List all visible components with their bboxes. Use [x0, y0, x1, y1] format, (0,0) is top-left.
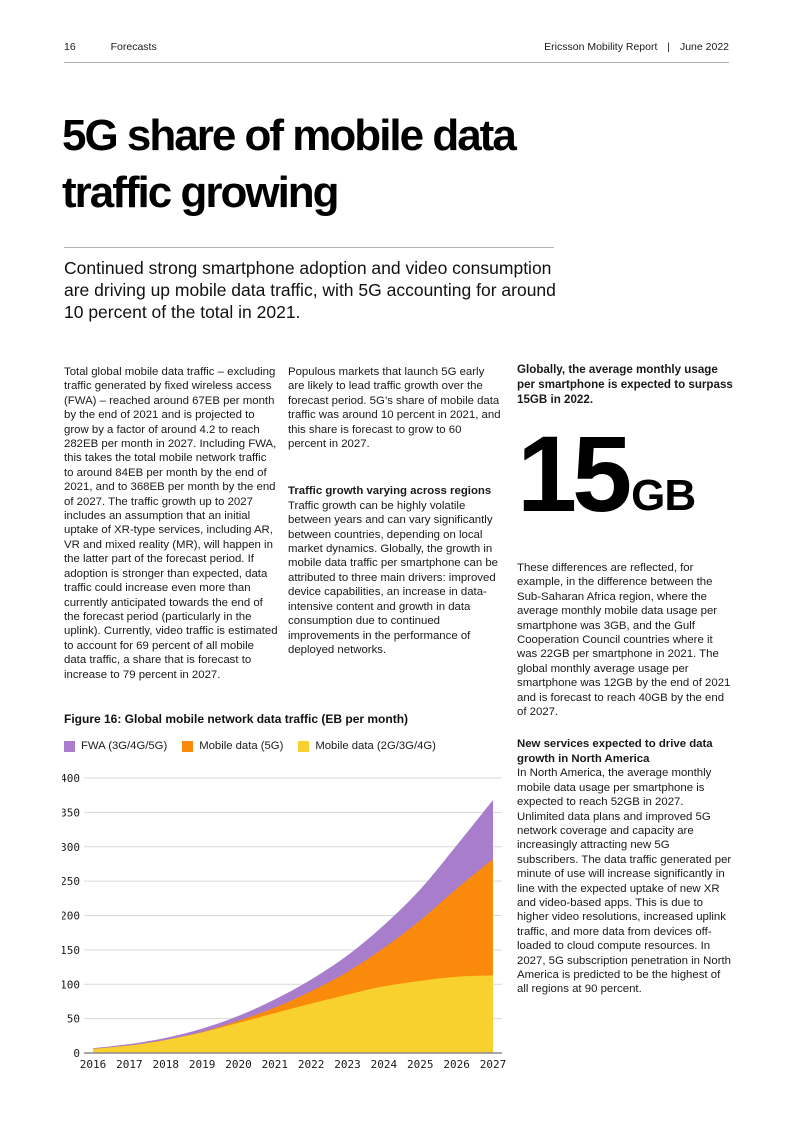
legend-label-fwa: FWA (3G/4G/5G)	[81, 740, 168, 752]
page-number: 16	[64, 41, 76, 53]
big-stat-15gb: 15 GB	[517, 413, 733, 534]
svg-text:350: 350	[62, 806, 80, 819]
big-stat-value: 15	[517, 413, 632, 534]
figure-title: Figure 16: Global mobile network data tr…	[64, 712, 409, 726]
figure-16: Figure 16: Global mobile network data tr…	[64, 712, 514, 752]
svg-text:400: 400	[62, 772, 80, 785]
legend-label-5g: Mobile data (5G)	[199, 740, 284, 752]
column1-paragraph: Total global mobile data traffic – exclu…	[64, 366, 278, 681]
svg-text:2025: 2025	[407, 1058, 434, 1071]
svg-text:2027: 2027	[480, 1058, 507, 1071]
intro-line-2: are driving up mobile data traffic, with…	[64, 280, 556, 300]
header-left: 16 Forecasts	[64, 41, 157, 53]
sidebar-lead: Globally, the average monthly usage per …	[517, 363, 733, 406]
svg-text:2021: 2021	[262, 1058, 289, 1071]
intro-line-1: Continued strong smartphone adoption and…	[64, 258, 552, 278]
legend-item-5g: Mobile data (5G)	[182, 740, 283, 752]
sidebar-paragraph-1: These differences are reflected, for exa…	[517, 562, 731, 719]
legend-item-2g3g4g: Mobile data (2G/3G/4G)	[298, 740, 436, 752]
header-separator: |	[667, 41, 671, 53]
svg-text:200: 200	[62, 910, 80, 923]
legend-label-2g3g4g: Mobile data (2G/3G/4G)	[315, 740, 436, 752]
big-stat-unit: GB	[631, 471, 696, 520]
header-right: Ericsson Mobility Report | June 2022	[544, 41, 729, 53]
page-title-line-2: traffic growing	[62, 168, 340, 218]
column2-paragraph-2: Traffic growth can be highly volatile be…	[288, 499, 499, 656]
legend-swatch-2g3g4g	[298, 740, 310, 752]
sidebar-column: Globally, the average monthly usage per …	[517, 362, 733, 997]
legend-swatch-5g	[182, 740, 194, 752]
intro-line-3: 10 percent of the total in 2021.	[64, 302, 301, 322]
report-name: Ericsson Mobility Report	[544, 41, 658, 53]
column2-heading: Traffic growth varying across regions	[288, 485, 492, 498]
sidebar-heading: New services expected to drive data grow…	[517, 738, 713, 765]
legend-swatch-fwa	[64, 740, 75, 752]
page-title: 5G share of mobile data traffic growing	[62, 107, 662, 221]
svg-text:2017: 2017	[116, 1058, 143, 1071]
svg-text:2022: 2022	[298, 1058, 325, 1071]
header-rule	[64, 62, 729, 63]
svg-text:2019: 2019	[189, 1058, 216, 1071]
stacked-area-chart: 0 50 100 150 200 250 300 350 400 2016 2017 2018 2019…	[62, 772, 507, 1071]
sidebar-paragraph-2: In North America, the average monthly mo…	[517, 767, 732, 996]
svg-text:2024: 2024	[371, 1058, 398, 1071]
svg-text:2020: 2020	[225, 1058, 252, 1071]
svg-text:100: 100	[62, 978, 80, 991]
svg-text:250: 250	[62, 875, 80, 888]
page-title-line-1: 5G share of mobile data	[62, 111, 517, 161]
body-column-2: Populous markets that launch 5G early ar…	[288, 365, 502, 657]
svg-text:50: 50	[67, 1013, 80, 1026]
svg-text:2016: 2016	[80, 1058, 107, 1071]
svg-text:0: 0	[73, 1047, 80, 1060]
section-label: Forecasts	[110, 41, 157, 53]
legend-item-fwa: FWA (3G/4G/5G)	[64, 740, 167, 752]
intro-rule	[64, 247, 554, 248]
report-date: June 2022	[679, 41, 729, 53]
page-header: 16 Forecasts Ericsson Mobility Report | …	[64, 41, 729, 53]
svg-text:2023: 2023	[334, 1058, 361, 1071]
body-column-1: Total global mobile data traffic – exclu…	[64, 365, 278, 682]
svg-text:150: 150	[62, 944, 80, 957]
svg-text:2026: 2026	[443, 1058, 470, 1071]
svg-text:2018: 2018	[152, 1058, 179, 1071]
intro-paragraph: Continued strong smartphone adoption and…	[64, 257, 604, 323]
column2-paragraph-1: Populous markets that launch 5G early ar…	[288, 366, 501, 451]
svg-text:300: 300	[62, 841, 80, 854]
chart-legend: FWA (3G/4G/5G) Mobile data (5G) Mobile d…	[64, 740, 514, 752]
